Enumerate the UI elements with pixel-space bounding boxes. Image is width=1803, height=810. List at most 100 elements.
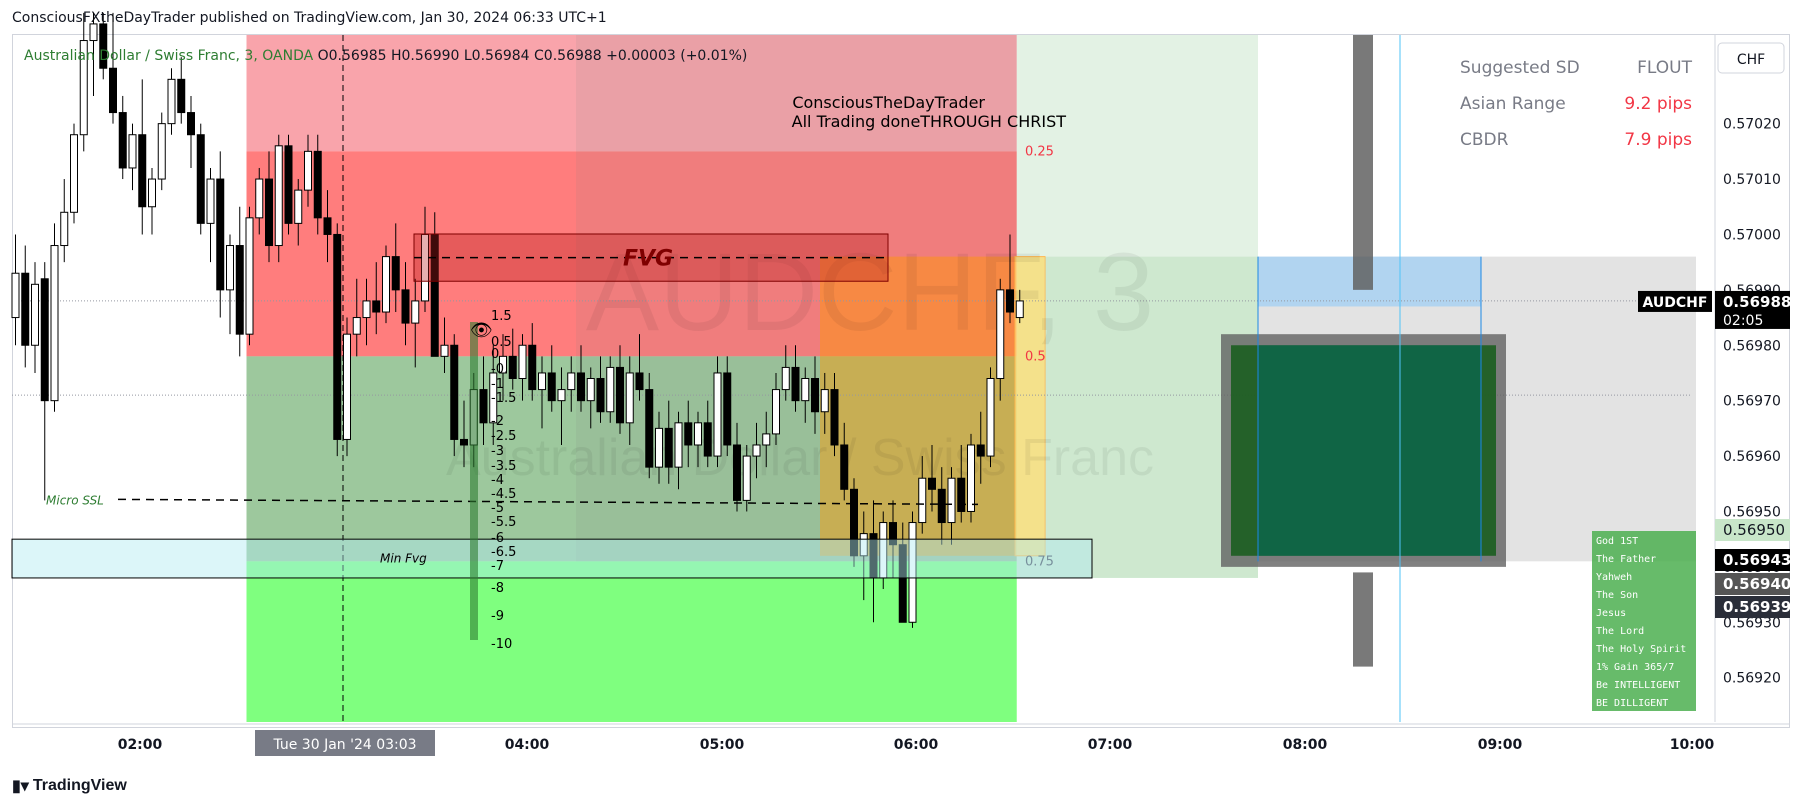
candle <box>401 262 410 346</box>
candle <box>752 422 761 479</box>
scripture-line: BE DILLIGENT <box>1596 698 1668 709</box>
candle-body-up <box>255 178 264 219</box>
candle-body-down <box>187 112 195 136</box>
currency-button-label: CHF <box>1737 52 1765 68</box>
fib-075-label: 0.75 <box>1025 554 1054 569</box>
candle <box>723 356 732 457</box>
info-table-label: Asian Range <box>1460 94 1566 114</box>
sd-level-label: -8 <box>491 581 504 596</box>
tradingview-logo[interactable]: ▮▾ TradingView <box>12 776 127 796</box>
candle-body-down <box>616 366 624 424</box>
time-tick: 08:00 <box>1283 737 1328 753</box>
candle <box>216 151 225 318</box>
scripture-line: The Holy Spirit <box>1596 644 1686 655</box>
candle <box>733 422 741 512</box>
red-zone-upper <box>246 35 1017 152</box>
price-tag-bg <box>1715 549 1790 571</box>
candle <box>820 372 829 434</box>
symbol-info: Australian Dollar / Swiss Franc, 3, OAND… <box>24 48 747 64</box>
time-tick: 10:00 <box>1670 737 1715 753</box>
sd-level-label: 0 <box>491 347 499 362</box>
candle-body-down <box>645 389 654 468</box>
price-tick: 0.56920 <box>1723 671 1781 687</box>
candle <box>167 68 176 135</box>
candle-body-up <box>694 422 702 446</box>
candle <box>333 223 342 457</box>
candle <box>528 323 537 401</box>
candle <box>148 167 156 235</box>
candle-body-up <box>294 189 303 224</box>
candle-body-down <box>323 217 332 235</box>
time-tick: 02:00 <box>118 737 163 753</box>
candle <box>986 367 995 468</box>
sd-level-label: -4.5 <box>491 487 516 502</box>
candle <box>557 367 566 445</box>
candle <box>577 345 585 412</box>
candle-body-up <box>157 123 166 180</box>
price-tick: 0.56930 <box>1723 615 1781 631</box>
candle-body-up <box>762 433 771 446</box>
info-table-value: 7.9 pips <box>1624 130 1692 150</box>
candle <box>616 345 624 434</box>
candle <box>411 278 420 368</box>
candle <box>31 262 39 373</box>
candle <box>655 411 663 484</box>
publisher-header: ConsciousFXtheDayTrader published on Tra… <box>12 10 607 26</box>
symbol-tag <box>1638 290 1712 312</box>
candle <box>606 356 615 423</box>
candles <box>11 12 1024 628</box>
candle-body-down <box>99 23 108 69</box>
symbol-info-part: H0.56990 <box>391 48 464 64</box>
min-fvg-box <box>11 538 1093 579</box>
candle-body-up <box>713 372 722 457</box>
watermark-name: Australian Dollar / Swiss Franc <box>446 429 1154 487</box>
candle-body-up <box>274 145 283 247</box>
candle <box>947 467 956 545</box>
crosshair-time-label: Tue 30 Jan '24 03:03 <box>272 737 416 753</box>
candle-body-down <box>928 477 936 490</box>
candle <box>684 400 693 468</box>
candle <box>245 206 254 346</box>
candle <box>40 262 49 501</box>
fvg-label: FVG <box>623 247 673 272</box>
price-tick: 0.57010 <box>1723 172 1781 188</box>
candle-body-up <box>499 355 507 374</box>
scripture-line: The Lord <box>1596 626 1644 637</box>
candle <box>235 206 244 357</box>
candle-body-up <box>820 389 829 413</box>
candle <box>703 400 712 468</box>
price-tick: 0.57000 <box>1723 227 1781 243</box>
candle-body-up <box>206 178 215 224</box>
candle <box>343 317 351 457</box>
candle <box>177 57 186 124</box>
candle <box>635 334 644 401</box>
symbol-tag-text: AUDCHF <box>1643 295 1708 311</box>
candle-body-up <box>557 389 566 402</box>
candle-body-down <box>723 372 732 446</box>
candle-body-up <box>245 217 254 335</box>
candle-body-down <box>830 389 839 446</box>
candle-body-down <box>265 178 273 247</box>
last-price: 0.56988 <box>1723 293 1791 311</box>
candle-body-down <box>479 389 488 424</box>
price-tag: 0.56940 <box>1723 575 1791 593</box>
candle <box>440 317 449 373</box>
candle <box>840 422 849 501</box>
candle-body-down <box>21 272 30 346</box>
candle <box>645 372 654 479</box>
candle-body-down <box>850 488 858 557</box>
candle <box>50 223 59 412</box>
candle-body-up <box>567 372 576 391</box>
candle <box>352 278 361 357</box>
sd-level-label: -1.5 <box>491 391 516 406</box>
chart-frame[interactable] <box>12 34 1790 728</box>
candle <box>762 411 771 468</box>
author-note-line1: ConsciousTheDayTrader <box>792 93 985 112</box>
micro-ssl-label: Micro SSL <box>46 493 104 507</box>
candle-body-up <box>343 333 351 440</box>
candle-body-up <box>304 150 312 191</box>
candle <box>70 123 78 224</box>
candle-body-up <box>801 378 810 402</box>
candle-body-down <box>889 522 897 546</box>
